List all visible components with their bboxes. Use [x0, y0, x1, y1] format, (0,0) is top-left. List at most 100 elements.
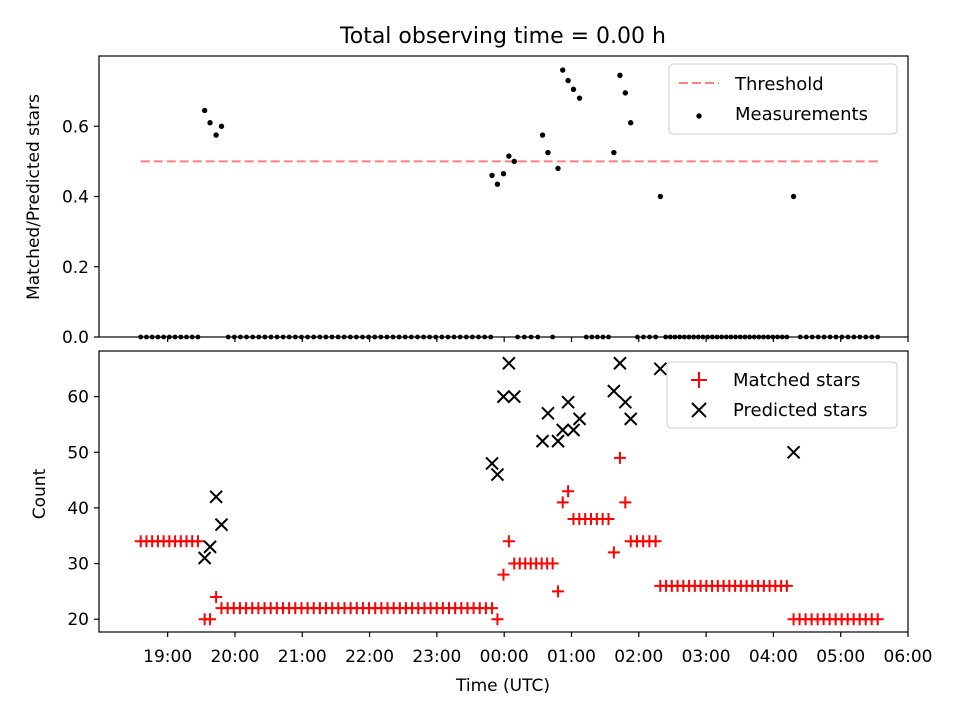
count-y-tick-label: 20	[67, 610, 89, 630]
predicted-star-point	[623, 412, 638, 426]
matched-star-point	[491, 613, 504, 626]
time-x-tick-label: 06:00	[884, 647, 933, 667]
matched-star-point	[556, 496, 569, 509]
measurement-point	[622, 90, 629, 96]
time-x-tick-label: 22:00	[345, 647, 394, 667]
matched-star-point	[191, 535, 204, 548]
measurement-point	[494, 181, 501, 187]
measurement-point	[790, 193, 797, 200]
count-y-tick-label: 50	[67, 443, 89, 463]
ratio-y-tick-label: 0.2	[62, 258, 89, 278]
matched-star-point	[780, 579, 793, 592]
ratio-y-axis-label: Matched/Predicted stars	[24, 94, 44, 300]
measurement-point	[657, 193, 664, 200]
count-y-tick-label: 40	[67, 499, 89, 519]
time-x-tick-label: 19:00	[143, 647, 192, 667]
count-y-axis: 20 30 40 50 60	[67, 388, 99, 630]
time-x-tick-label: 20:00	[210, 647, 259, 667]
ratio-y-axis: 0.0 0.2 0.4 0.6	[62, 117, 99, 348]
ratio-legend-box	[668, 63, 898, 135]
measurement-point	[555, 165, 561, 172]
predicted-star-point	[209, 490, 223, 504]
threshold-legend-label: Threshold	[734, 74, 824, 95]
measurement-point	[201, 107, 208, 114]
count-legend-box	[666, 361, 898, 429]
predicted-star-point	[613, 356, 627, 370]
measurement-point	[576, 95, 583, 101]
measurement-point	[489, 172, 495, 179]
predicted-star-point	[203, 540, 217, 554]
measurement-point	[539, 132, 546, 138]
count-panel: 20 30 40 50 60 19:00 20:00 21:00 22:00 23:00 00:0…	[30, 337, 933, 696]
measurements-legend-label: Measurements	[735, 104, 868, 125]
predicted-star-point	[551, 434, 565, 448]
time-x-axis-label: Time (UTC)	[455, 676, 550, 696]
matched-star-point	[502, 535, 515, 548]
measurement-point	[218, 123, 225, 129]
predicted-star-point	[618, 395, 633, 409]
predicted-star-point	[490, 467, 505, 482]
measurement-point	[213, 132, 219, 138]
matched-star-point	[602, 513, 615, 526]
predicted-star-point	[197, 551, 212, 565]
predicted-star-point	[566, 423, 581, 437]
time-x-tick-label: 23:00	[412, 647, 461, 667]
matched-star-point	[649, 535, 662, 548]
matched-star-point	[613, 451, 626, 464]
time-x-tick-label: 05:00	[816, 647, 865, 667]
measurements-legend-swatch	[696, 113, 702, 119]
predicted-star-point	[496, 389, 511, 404]
chart-title: Total observing time = 0.00 h	[339, 24, 666, 49]
ratio-panel: 0.0 0.2 0.4 0.6 Matched/Predicted stars Thr…	[24, 55, 909, 348]
matched-star-point	[607, 546, 620, 559]
matched-legend-swatch	[691, 372, 707, 388]
ratio-legend: Threshold Measurements	[668, 63, 898, 135]
count-plot-area	[134, 356, 884, 626]
measurement-point	[207, 120, 213, 126]
predicted-star-point	[786, 445, 801, 459]
time-x-tick-label: 21:00	[278, 647, 327, 667]
measurement-point	[545, 149, 551, 156]
matched-star-point	[204, 613, 217, 626]
measurement-point	[565, 77, 571, 84]
predicted-star-point	[653, 362, 668, 376]
measurement-point	[511, 158, 517, 165]
predicted-legend-swatch	[691, 402, 707, 418]
predicted-star-point	[214, 517, 229, 532]
matched-star-point	[497, 568, 510, 581]
count-legend: Matched stars Predicted stars	[666, 361, 898, 429]
time-x-tick-label: 00:00	[480, 647, 529, 667]
predicted-star-point	[572, 412, 587, 426]
matched-star-point	[619, 496, 632, 509]
predicted-star-point	[535, 434, 550, 448]
count-y-tick-label: 30	[67, 555, 89, 575]
predicted-star-point	[607, 384, 621, 398]
predicted-star-point	[556, 423, 570, 437]
matched-star-point	[210, 590, 223, 603]
predicted-star-point	[541, 406, 555, 421]
count-y-axis-label: Count	[30, 468, 50, 519]
matched-star-point	[562, 485, 575, 498]
matched-star-point	[552, 585, 565, 598]
matched-star-point	[871, 613, 884, 626]
measurement-point	[611, 149, 617, 156]
ratio-y-tick-label: 0.4	[62, 188, 89, 208]
time-x-tick-label: 01:00	[547, 647, 596, 667]
ratio-y-tick-label: 0.6	[62, 117, 89, 137]
predicted-legend-label: Predicted stars	[733, 400, 867, 421]
ratio-y-tick-label: 0.0	[62, 328, 89, 348]
predicted-star-point	[507, 389, 521, 404]
count-axes-frame	[98, 350, 909, 633]
predicted-star-point	[561, 395, 575, 409]
count-y-tick-label: 60	[67, 388, 89, 408]
measurement-point	[628, 120, 634, 126]
time-x-axis: 19:00 20:00 21:00 22:00 23:00 00:00 01:00 02:00…	[143, 337, 933, 667]
measurement-point	[500, 170, 507, 177]
time-x-tick-label: 04:00	[749, 647, 798, 667]
time-x-tick-label: 03:00	[682, 647, 731, 667]
measurement-point	[506, 153, 512, 159]
predicted-star-point	[502, 356, 516, 370]
matched-legend-label: Matched stars	[733, 370, 860, 391]
